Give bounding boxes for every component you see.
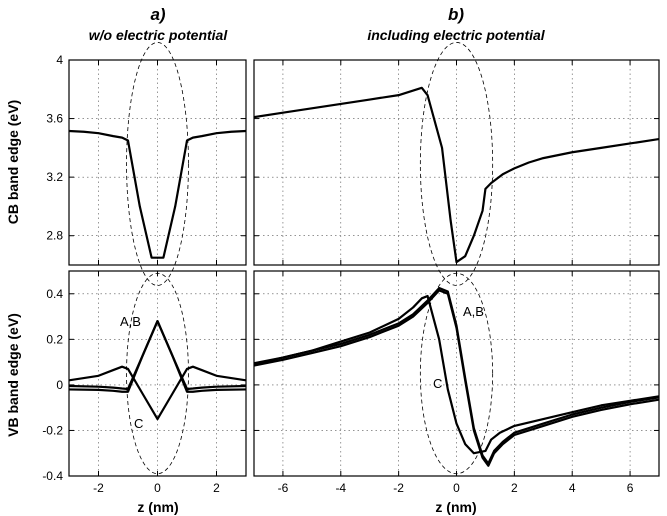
panel-cb_b xyxy=(253,42,660,286)
y-tick-label: 3.6 xyxy=(46,112,63,126)
x-tick-label: 2 xyxy=(511,481,518,495)
label-ab-panel-b: A,B xyxy=(463,304,484,319)
label-c-panel-a: C xyxy=(134,416,143,431)
series-line-vb_b-1 xyxy=(254,286,659,465)
y-tick-label: 0 xyxy=(56,378,63,392)
plot-area: 2.8 3.2 3.6 4 -2 0 2 -0.4 -0.2 0 0.2 0.4 -6 -4 -2 0 2 4 6 xyxy=(42,42,660,495)
panel-b-subtitle: including electric potential xyxy=(367,27,545,43)
y-tick-label: 3.2 xyxy=(46,170,63,184)
xlabel-b: z (nm) xyxy=(435,499,476,515)
ylabel-bottom: VB band edge (eV) xyxy=(5,313,21,437)
xlabel-a: z (nm) xyxy=(137,499,178,515)
label-c-panel-b: C xyxy=(433,376,442,391)
plot-frame xyxy=(68,270,247,477)
x-tick-label: -4 xyxy=(335,481,346,495)
y-tick-label: 2.8 xyxy=(46,229,63,243)
panel-vb_a: -2 0 2 -0.4 -0.2 0 0.2 0.4 xyxy=(42,270,247,495)
x-tick-label: -6 xyxy=(278,481,289,495)
series-line-vb_b-2 xyxy=(254,294,659,455)
x-tick-label: 0 xyxy=(154,481,161,495)
y-tick-label: -0.4 xyxy=(42,469,63,483)
x-tick-label: 2 xyxy=(213,481,220,495)
x-tick-label: 0 xyxy=(453,481,460,495)
y-tick-label: 4 xyxy=(56,53,63,67)
x-tick-label: 4 xyxy=(569,481,576,495)
highlight-ellipse xyxy=(126,42,189,286)
y-tick-label: -0.2 xyxy=(42,423,63,437)
x-tick-label: 6 xyxy=(627,481,634,495)
plot-frame xyxy=(68,59,247,266)
panel-b-letter: b) xyxy=(448,5,464,24)
y-tick-label: 0.4 xyxy=(46,287,63,301)
series-line-cb_a-0 xyxy=(69,129,246,259)
label-ab-panel-a: A,B xyxy=(120,314,141,329)
panel-a-subtitle: w/o electric potential xyxy=(89,27,229,43)
plot-frame xyxy=(253,270,660,477)
plot-frame xyxy=(253,59,660,266)
x-tick-label: -2 xyxy=(93,481,104,495)
series-line-vb_a-0 xyxy=(69,320,246,393)
series-line-vb_a-1 xyxy=(69,320,246,391)
y-tick-label: 0.2 xyxy=(46,332,63,346)
series-line-cb_b-0 xyxy=(254,86,659,264)
panel-cb_a: 2.8 3.2 3.6 4 xyxy=(46,42,247,286)
series-line-vb_a-2 xyxy=(69,365,246,421)
ylabel-top: CB band edge (eV) xyxy=(5,100,21,224)
panel-vb_b: -6 -4 -2 0 2 4 6 xyxy=(253,270,660,495)
x-tick-label: -2 xyxy=(393,481,404,495)
panel-a-letter: a) xyxy=(150,5,165,24)
